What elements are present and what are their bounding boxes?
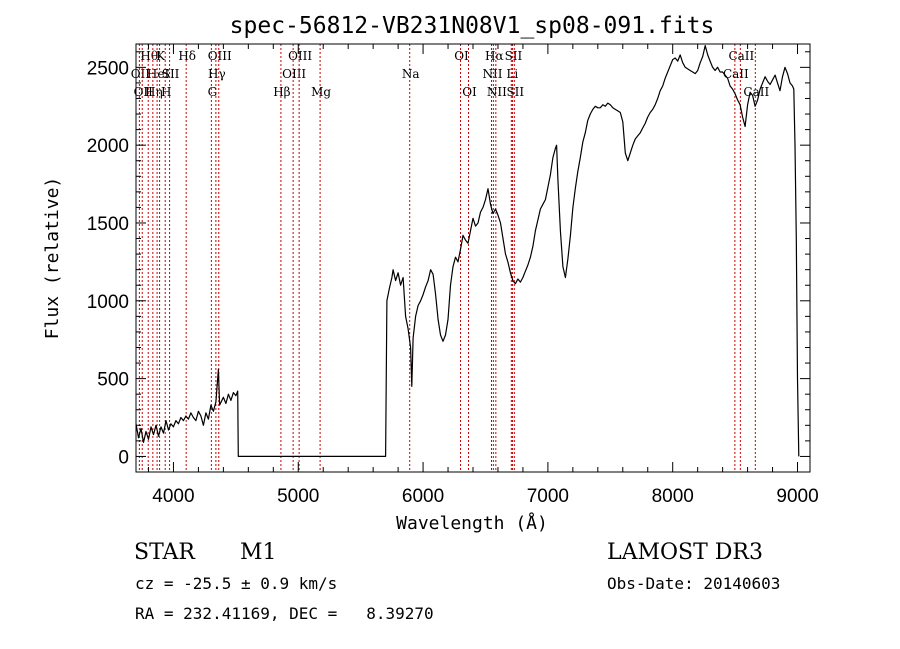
x-tick-label-4: 8000 xyxy=(652,486,694,507)
x-tick-label-5: 9000 xyxy=(776,486,818,507)
line-label-24: SII xyxy=(506,85,524,99)
y-tick-label-3: 1500 xyxy=(87,214,129,235)
object-class: STAR xyxy=(134,540,195,565)
line-label-10: Hγ xyxy=(208,67,226,81)
line-label-19: NII xyxy=(482,67,502,81)
line-label-8: Hδ xyxy=(178,49,196,63)
x-tick-label-2: 6000 xyxy=(402,486,444,507)
line-label-3: Hη xyxy=(145,85,163,99)
line-label-4: HeI xyxy=(147,67,170,81)
line-label-13: OIII xyxy=(282,67,306,81)
line-label-21: NII xyxy=(487,85,507,99)
redshift-label: cz = -25.5 ± 0.9 km/s xyxy=(135,574,338,593)
line-label-6: H xyxy=(161,85,171,99)
spectrum-line-0 xyxy=(135,44,800,457)
line-label-15: Mg xyxy=(311,85,331,99)
line-label-27: CaII xyxy=(743,85,769,99)
line-label-20: Hα xyxy=(485,49,504,63)
object-subclass: M1 xyxy=(240,540,277,565)
plot-frame xyxy=(135,43,811,473)
x-tick-label-0: 4000 xyxy=(152,486,194,507)
y-tick-label-0: 0 xyxy=(118,447,129,468)
y-axis-label: Flux (relative) xyxy=(42,177,63,340)
x-axis-label: Wavelength (Å) xyxy=(396,512,548,534)
line-label-7: SII xyxy=(162,67,180,81)
line-label-16: Na xyxy=(402,67,420,81)
y-tick-label-2: 1000 xyxy=(87,292,129,313)
line-label-12: Hβ xyxy=(273,85,290,99)
axis-ticks: 4000 5000 6000 7000 8000 9000 0 500 1000 1500 2000… xyxy=(87,44,819,507)
line-label-9: G xyxy=(208,85,218,99)
y-tick-label-4: 2000 xyxy=(87,136,129,157)
y-tick-label-1: 500 xyxy=(97,370,129,391)
coordinates-label: RA = 232.41169, DEC = 8.39270 xyxy=(135,604,434,623)
x-tick-label-3: 7000 xyxy=(527,486,569,507)
spectral-line-markers: OIIOIIHθHηHeIKHSIIHδGHγOIIIHβOIIIOIIIMgN… xyxy=(131,44,769,472)
chart-title: spec-56812-VB231N08V1_sp08-091.fits xyxy=(230,13,715,39)
spectrum-series xyxy=(135,44,800,457)
line-label-23: SII xyxy=(505,49,523,63)
line-label-14: OIII xyxy=(288,49,312,63)
line-label-18: OI xyxy=(462,85,477,99)
x-tick-label-1: 5000 xyxy=(277,486,319,507)
line-label-26: CaII xyxy=(728,49,754,63)
y-tick-label-5: 2500 xyxy=(87,58,129,79)
line-label-25: CaII xyxy=(723,67,749,81)
line-label-11: OIII xyxy=(208,49,232,63)
survey-name: LAMOST DR3 xyxy=(607,540,763,565)
obs-date-label: Obs-Date: 20140603 xyxy=(607,574,781,593)
line-label-2: Hθ xyxy=(140,49,158,63)
line-label-5: K xyxy=(156,49,166,63)
line-label-17: OI xyxy=(454,49,469,63)
